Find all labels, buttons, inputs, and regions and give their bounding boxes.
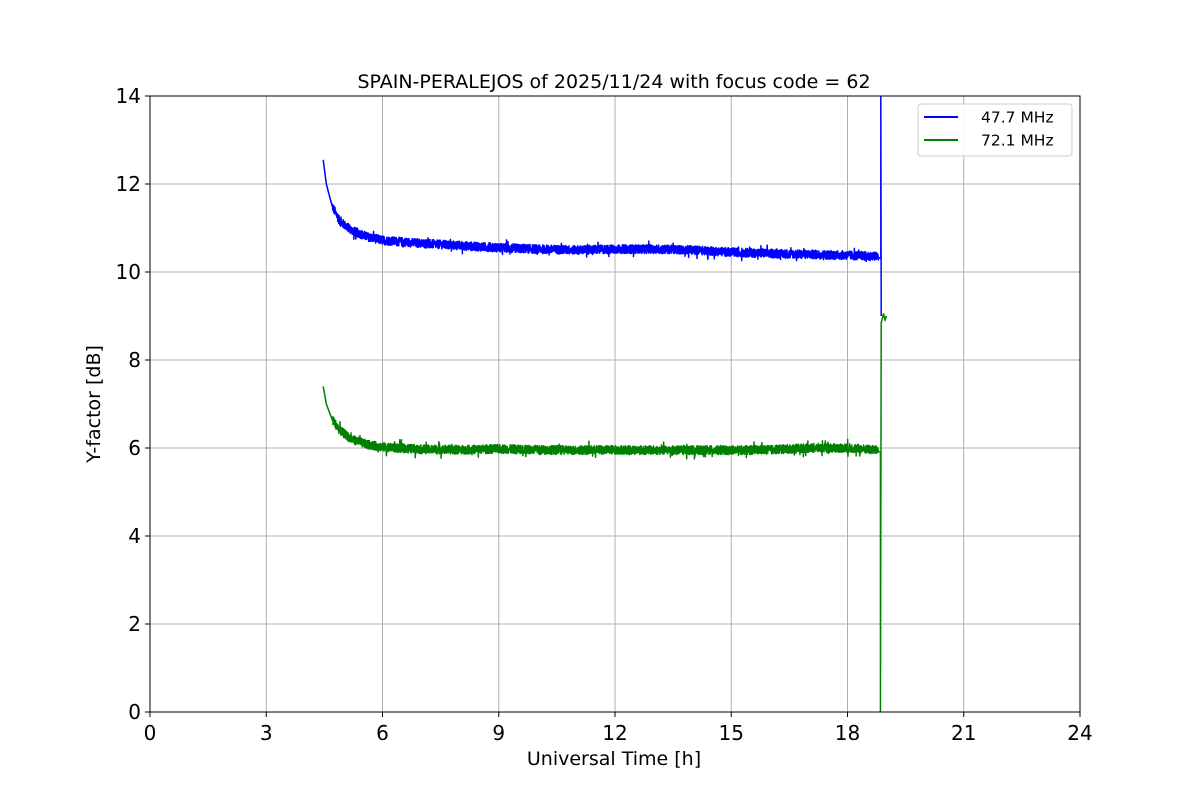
x-tick-label: 6 [376,721,389,745]
x-tick-label: 0 [144,721,157,745]
grid-lines [149,95,1081,713]
y-axis: 0 2 4 6 8 10 12 14 [116,84,150,724]
y-tick-label: 6 [128,436,141,460]
y-tick-label: 10 [116,260,141,284]
series-line-0 [322,96,882,317]
y-tick-label: 0 [128,700,141,724]
series-line-1 [322,313,887,712]
x-tick-label: 12 [602,721,627,745]
series-layer [322,96,887,712]
y-tick-label: 8 [128,348,141,372]
x-tick-label: 15 [719,721,744,745]
x-axis: 0 3 6 9 12 15 18 21 24 [144,712,1093,745]
y-tick-label: 14 [116,84,141,108]
x-tick-label: 24 [1067,721,1092,745]
x-tick-label: 21 [951,721,976,745]
x-tick-label: 9 [492,721,505,745]
y-axis-label: Y-factor [dB] [83,345,105,464]
x-axis-label: Universal Time [h] [527,748,701,770]
y-tick-label: 12 [116,172,141,196]
chart-title: SPAIN-PERALEJOS of 2025/11/24 with focus… [357,71,870,93]
legend: 47.7 MHz 72.1 MHz [917,103,1073,157]
legend-label-1: 72.1 MHz [981,132,1054,150]
legend-label-0: 47.7 MHz [981,109,1054,127]
x-tick-label: 18 [835,721,860,745]
y-tick-label: 4 [128,524,141,548]
x-tick-label: 3 [260,721,273,745]
y-tick-label: 2 [128,612,141,636]
